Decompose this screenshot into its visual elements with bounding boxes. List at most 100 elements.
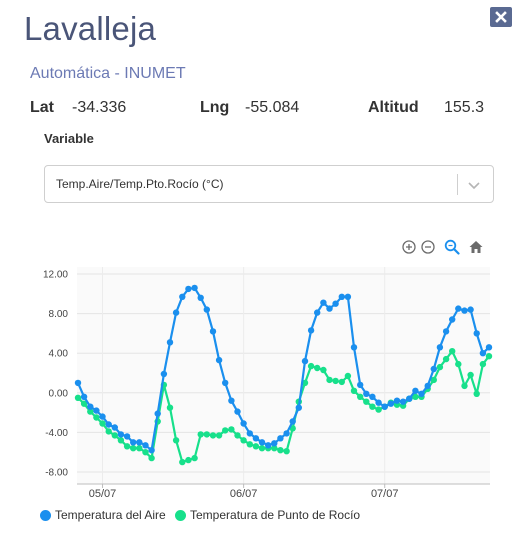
data-point[interactable] bbox=[197, 294, 204, 301]
data-point[interactable] bbox=[436, 363, 444, 371]
data-point[interactable] bbox=[111, 424, 119, 431]
data-point[interactable] bbox=[449, 316, 456, 323]
data-point[interactable] bbox=[406, 395, 413, 402]
data-point[interactable] bbox=[338, 293, 345, 300]
data-point[interactable] bbox=[332, 377, 339, 385]
data-point[interactable] bbox=[418, 390, 425, 397]
home-icon[interactable] bbox=[468, 239, 484, 255]
variable-select[interactable]: Temp.Aire/Temp.Pto.Rocío (°C) bbox=[44, 165, 494, 203]
data-point[interactable] bbox=[320, 366, 327, 374]
data-point[interactable] bbox=[166, 404, 174, 411]
data-point[interactable] bbox=[222, 379, 229, 387]
close-button[interactable] bbox=[490, 7, 512, 27]
data-point[interactable] bbox=[473, 390, 480, 397]
data-point[interactable] bbox=[148, 447, 155, 454]
data-point[interactable] bbox=[185, 285, 192, 293]
data-point[interactable] bbox=[148, 454, 155, 462]
data-point[interactable] bbox=[215, 432, 223, 439]
data-point[interactable] bbox=[363, 390, 370, 397]
data-point[interactable] bbox=[234, 408, 241, 415]
data-point[interactable] bbox=[160, 370, 168, 378]
data-point[interactable] bbox=[142, 442, 149, 449]
data-point[interactable] bbox=[172, 309, 180, 316]
data-point[interactable] bbox=[136, 445, 143, 452]
data-point[interactable] bbox=[130, 439, 137, 446]
data-point[interactable] bbox=[387, 400, 395, 407]
data-point[interactable] bbox=[117, 437, 125, 444]
data-point[interactable] bbox=[399, 398, 407, 405]
data-point[interactable] bbox=[369, 403, 376, 410]
magnifier-icon[interactable] bbox=[444, 239, 460, 255]
data-point[interactable] bbox=[442, 355, 450, 363]
data-point[interactable] bbox=[485, 353, 493, 360]
data-point[interactable] bbox=[461, 382, 468, 390]
data-point[interactable] bbox=[246, 441, 253, 448]
data-point[interactable] bbox=[381, 403, 388, 410]
data-point[interactable] bbox=[301, 357, 309, 365]
data-point[interactable] bbox=[80, 393, 88, 400]
data-point[interactable] bbox=[283, 448, 290, 455]
data-point[interactable] bbox=[209, 432, 217, 439]
data-point[interactable] bbox=[74, 394, 82, 401]
data-point[interactable] bbox=[185, 456, 192, 464]
data-point[interactable] bbox=[99, 413, 106, 420]
data-point[interactable] bbox=[277, 435, 284, 442]
data-point[interactable] bbox=[142, 449, 149, 456]
data-point[interactable] bbox=[314, 309, 321, 316]
data-point[interactable] bbox=[258, 445, 266, 452]
data-point[interactable] bbox=[326, 376, 333, 384]
zoom-out-icon[interactable] bbox=[420, 239, 436, 255]
data-point[interactable] bbox=[283, 430, 290, 437]
data-point[interactable] bbox=[277, 447, 284, 454]
data-point[interactable] bbox=[228, 397, 235, 404]
data-point[interactable] bbox=[467, 306, 474, 313]
data-point[interactable] bbox=[172, 437, 180, 444]
data-point[interactable] bbox=[246, 430, 253, 437]
data-point[interactable] bbox=[369, 393, 376, 400]
data-point[interactable] bbox=[485, 344, 493, 351]
data-point[interactable] bbox=[442, 328, 450, 335]
data-point[interactable] bbox=[234, 432, 241, 439]
data-point[interactable] bbox=[93, 407, 100, 414]
data-point[interactable] bbox=[393, 397, 401, 404]
data-point[interactable] bbox=[87, 408, 94, 415]
data-point[interactable] bbox=[271, 445, 278, 452]
data-point[interactable] bbox=[74, 379, 82, 387]
data-point[interactable] bbox=[228, 426, 235, 433]
data-point[interactable] bbox=[461, 307, 468, 314]
data-point[interactable] bbox=[424, 382, 431, 390]
data-point[interactable] bbox=[344, 293, 352, 300]
data-point[interactable] bbox=[363, 398, 370, 405]
data-point[interactable] bbox=[240, 420, 247, 427]
data-point[interactable] bbox=[240, 437, 247, 444]
data-point[interactable] bbox=[136, 439, 143, 446]
zoom-in-icon[interactable] bbox=[401, 239, 417, 255]
data-point[interactable] bbox=[350, 387, 358, 394]
data-point[interactable] bbox=[375, 406, 382, 413]
legend-item-air[interactable]: Temperatura del Aire bbox=[40, 508, 166, 522]
data-point[interactable] bbox=[455, 360, 462, 368]
data-point[interactable] bbox=[455, 305, 462, 312]
data-point[interactable] bbox=[111, 432, 119, 439]
data-point[interactable] bbox=[179, 458, 186, 466]
data-point[interactable] bbox=[252, 435, 260, 442]
data-point[interactable] bbox=[412, 393, 419, 400]
data-point[interactable] bbox=[203, 306, 210, 313]
chevron-down-icon[interactable] bbox=[467, 178, 481, 192]
data-point[interactable] bbox=[338, 378, 345, 386]
data-point[interactable] bbox=[99, 420, 106, 427]
data-point[interactable] bbox=[191, 284, 198, 292]
data-point[interactable] bbox=[307, 362, 315, 370]
data-point[interactable] bbox=[326, 305, 333, 312]
data-point[interactable] bbox=[87, 403, 94, 410]
data-point[interactable] bbox=[271, 440, 278, 447]
data-point[interactable] bbox=[344, 372, 352, 380]
data-point[interactable] bbox=[479, 360, 487, 368]
data-point[interactable] bbox=[105, 428, 112, 435]
data-point[interactable] bbox=[203, 431, 210, 438]
data-point[interactable] bbox=[412, 387, 419, 394]
data-point[interactable] bbox=[289, 418, 296, 425]
data-point[interactable] bbox=[357, 381, 364, 389]
data-point[interactable] bbox=[166, 339, 174, 346]
data-point[interactable] bbox=[197, 431, 204, 438]
